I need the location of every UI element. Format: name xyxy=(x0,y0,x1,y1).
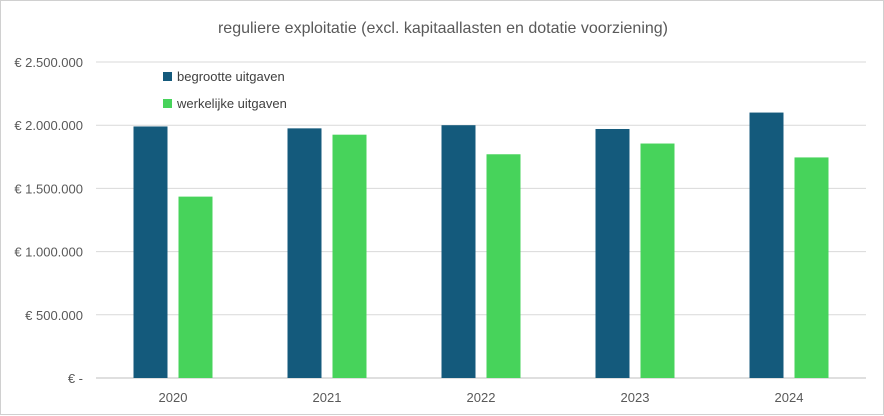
bar-werkelijke-2023 xyxy=(640,143,675,378)
bar-werkelijke-2021 xyxy=(332,134,367,378)
bar-begrotte-2023 xyxy=(595,128,630,378)
y-tick-label: € - xyxy=(68,371,83,386)
y-tick-label: € 2.500.000 xyxy=(14,55,83,70)
bar-begrotte-2021 xyxy=(287,128,322,378)
legend: begrootte uitgaven werkelijke uitgaven xyxy=(163,69,287,111)
bar-begrotte-2024 xyxy=(749,112,784,378)
x-tick-label: 2020 xyxy=(159,390,188,405)
x-tick-label: 2023 xyxy=(621,390,650,405)
bar-begrotte-2022 xyxy=(441,125,476,378)
bar-werkelijke-2020 xyxy=(178,196,213,378)
x-tick-label: 2021 xyxy=(313,390,342,405)
bars xyxy=(133,112,829,379)
gridlines xyxy=(96,61,866,379)
x-axis-ticks: 2020 2021 2022 2023 2024 xyxy=(159,390,804,405)
x-tick-label: 2022 xyxy=(467,390,496,405)
legend-label-werkelijke: werkelijke uitgaven xyxy=(176,96,287,111)
legend-swatch-werkelijke xyxy=(163,99,172,108)
chart-title: reguliere exploitatie (excl. kapitaallas… xyxy=(218,20,668,37)
y-tick-label: € 500.000 xyxy=(25,308,83,323)
y-tick-label: € 2.000.000 xyxy=(14,118,83,133)
legend-swatch-begrotte xyxy=(163,72,172,81)
y-axis-ticks: € - € 500.000 € 1.000.000 € 1.500.000 € 2.00… xyxy=(14,55,83,386)
bar-werkelijke-2024 xyxy=(794,157,829,378)
bar-begrotte-2020 xyxy=(133,126,168,379)
x-tick-label: 2024 xyxy=(775,390,804,405)
y-tick-label: € 1.500.000 xyxy=(14,181,83,196)
bar-werkelijke-2022 xyxy=(486,154,521,378)
y-tick-label: € 1.000.000 xyxy=(14,245,83,260)
legend-label-begrotte: begrootte uitgaven xyxy=(177,69,285,84)
